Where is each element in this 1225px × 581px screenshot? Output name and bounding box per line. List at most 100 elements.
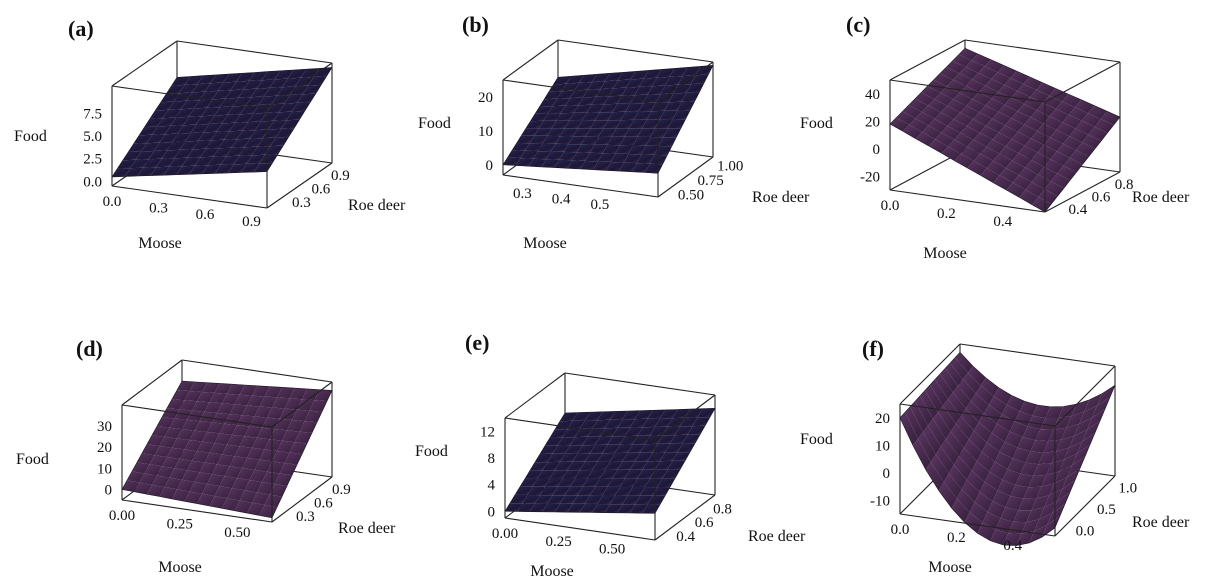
surface-patch: [1049, 477, 1068, 496]
surface-patch: [592, 461, 610, 470]
surface-patch: [999, 441, 1018, 459]
surface-patch: [272, 397, 290, 409]
surface-patch: [209, 114, 228, 124]
surface-patch: [990, 529, 1009, 545]
surface-patch: [1007, 458, 1026, 474]
surface-patch: [264, 386, 282, 398]
surface-patch: [981, 442, 1000, 462]
surface-patch: [179, 84, 198, 94]
surface-patch: [234, 446, 252, 458]
surface-patch: [127, 471, 145, 483]
surface-patch: [640, 487, 658, 496]
surface-patch: [289, 85, 309, 95]
surface-patch: [1017, 83, 1037, 97]
surface-patch: [292, 409, 310, 422]
box-edge: [889, 39, 966, 81]
surface-patch: [612, 469, 630, 479]
surface-patch: [1005, 496, 1024, 511]
surface-patch: [1032, 405, 1051, 418]
surface-patch: [980, 168, 1000, 183]
surface-patch: [611, 128, 630, 137]
surface-patch: [1018, 145, 1038, 160]
surface-patch: [607, 136, 625, 146]
surface-patch: [965, 79, 985, 93]
surface-patch: [240, 105, 259, 115]
surface-patch: [172, 489, 190, 502]
surface-patch: [665, 76, 683, 86]
surface-patch: [585, 453, 603, 462]
surface-patch: [1011, 111, 1031, 125]
surface-patch: [149, 455, 167, 467]
surface-patch: [1087, 105, 1108, 120]
surface-patch: [927, 99, 948, 113]
surface-patch: [141, 142, 160, 152]
surface-patch: [662, 426, 680, 436]
surface-patch: [622, 452, 640, 462]
y-tick-label: 0.50: [678, 187, 704, 203]
surface-patch: [660, 452, 678, 462]
surface-patch: [1088, 126, 1108, 141]
surface-patch: [572, 152, 590, 161]
surface-patch: [267, 461, 285, 474]
surface-patch: [551, 120, 570, 129]
surface-patch: [665, 443, 683, 453]
surface-patch: [587, 81, 606, 90]
surface-patch: [1079, 405, 1098, 424]
x-axis-label: Moose: [928, 559, 972, 576]
surface-patch: [935, 446, 954, 474]
surface-patch: [943, 473, 962, 499]
surface-patch: [968, 430, 987, 452]
surface-patch: [625, 469, 643, 479]
surface-patch: [252, 437, 270, 450]
surface-patch: [1037, 166, 1058, 182]
x-tick-label: 0.4: [1003, 538, 1022, 554]
surface-patch: [986, 433, 1005, 452]
surface-patch: [167, 447, 185, 459]
surface-patch: [1071, 399, 1090, 416]
surface-patch: [641, 145, 659, 155]
box-edge: [181, 359, 333, 383]
surface-patch: [1044, 489, 1063, 508]
surface-patch: [657, 435, 675, 444]
surface-patch: [672, 110, 691, 120]
surface-patch: [967, 160, 987, 176]
surface-patch: [697, 408, 715, 418]
surface-patch: [915, 92, 935, 106]
surface-patch: [922, 425, 941, 455]
surface-patch: [595, 478, 613, 487]
surface-patch: [188, 107, 207, 117]
box-edge: [657, 156, 714, 198]
surface-patch: [597, 453, 615, 462]
surface-patch: [972, 92, 992, 106]
surface-patch: [550, 470, 568, 479]
surface-patch: [124, 167, 144, 177]
surface-patch: [566, 75, 584, 84]
surface-patch: [993, 175, 1013, 190]
surface-patch: [533, 151, 551, 160]
surface-patch: [635, 452, 653, 462]
surface-patch: [905, 406, 923, 439]
surface-patch: [520, 150, 538, 159]
surface-patch: [162, 109, 182, 119]
surface-patch: [673, 84, 691, 94]
surface-patch: [973, 132, 993, 147]
surface-patch: [207, 422, 225, 434]
surface-patch: [982, 511, 1001, 530]
surface-patch: [1024, 117, 1044, 131]
surface-patch: [284, 94, 303, 104]
surface-patch: [189, 165, 208, 175]
surface-patch: [619, 162, 637, 172]
surface-patch: [1047, 504, 1065, 526]
y-tick-label: 1.00: [717, 159, 743, 175]
surface-patch: [1055, 101, 1075, 115]
z-tick-label: 8: [488, 451, 496, 467]
z-tick-label: 0: [488, 504, 496, 520]
y-tick-label: 0.8: [713, 501, 732, 517]
surface-patch: [244, 426, 262, 438]
surface-patch: [573, 128, 591, 137]
surface-patch: [972, 72, 992, 86]
surface-patch: [134, 482, 152, 495]
box-edge: [121, 359, 183, 406]
surface-patch: [592, 73, 610, 83]
